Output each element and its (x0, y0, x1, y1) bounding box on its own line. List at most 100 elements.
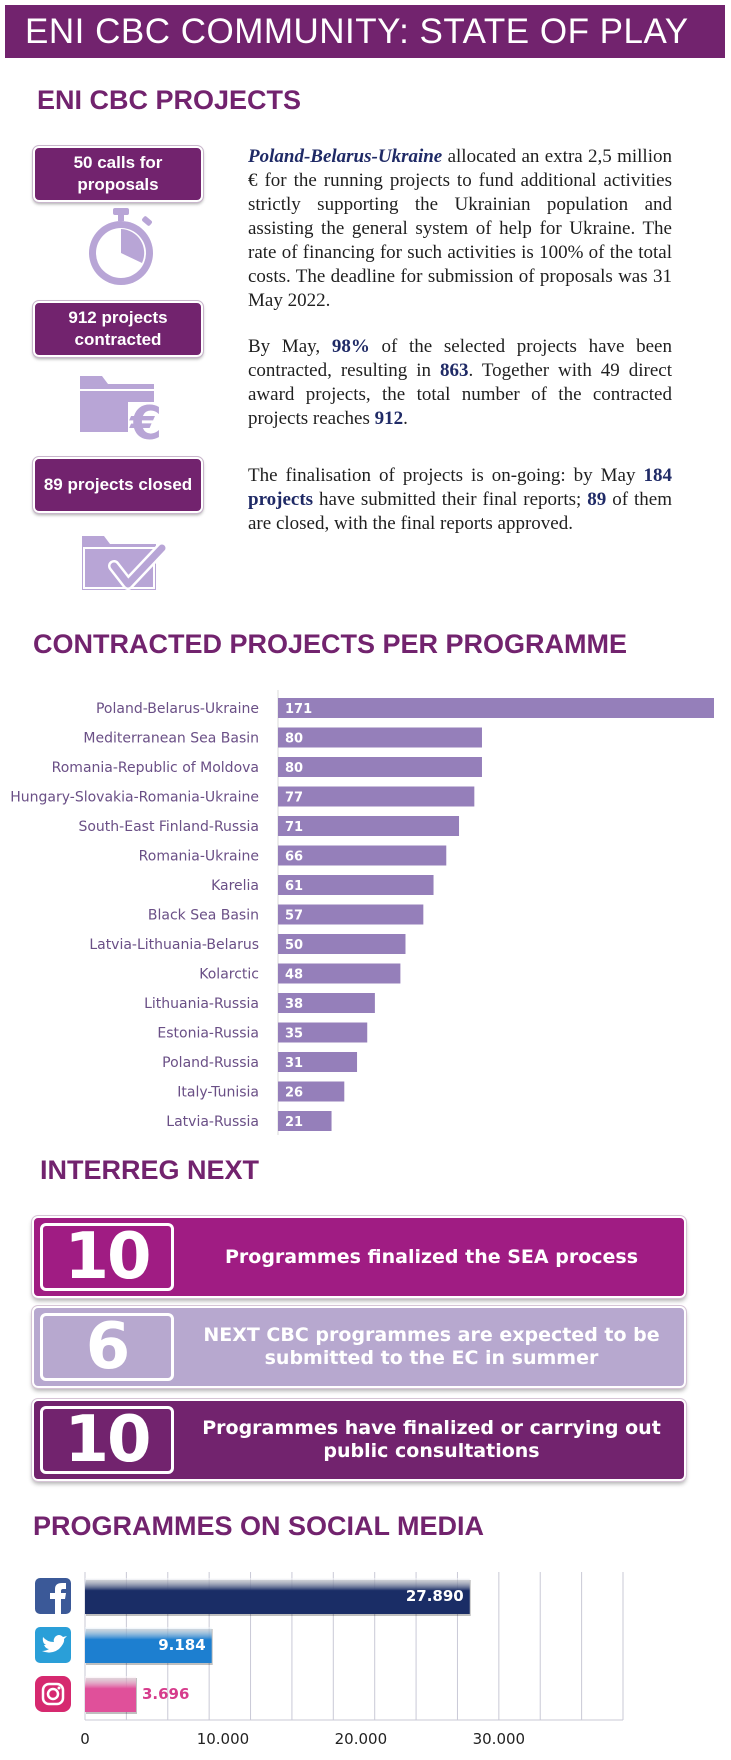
bar-value-label: 38 (285, 997, 303, 1012)
category-label: Estonia-Russia (157, 1026, 259, 1042)
category-label: Hungary-Slovakia-Romania-Ukraine (10, 790, 259, 806)
bar-value-label: 9.184 (158, 1636, 205, 1654)
paragraph-finalisation: The finalisation of projects is on-going… (248, 464, 672, 536)
contracted-percent: 98% (331, 336, 370, 357)
contracted-text-3: . Together with 49 direct award projects… (248, 360, 672, 429)
contracted-text-1: By May, (248, 336, 332, 357)
badge-closed-label: 89 projects closed (43, 475, 193, 494)
bar-value-label: 80 (285, 732, 303, 747)
header-title: ENI CBC COMMUNITY: STATE OF PLAY (25, 12, 689, 51)
bar-value-label: 77 (285, 791, 303, 806)
bar (278, 934, 406, 954)
bar-value-label: 80 (285, 761, 303, 776)
paragraph-pbu-allocation: Poland-Belarus-Ukraine allocated an extr… (248, 145, 672, 313)
bar (278, 845, 447, 866)
interreg-section-title: INTERREG NEXT (40, 1155, 260, 1185)
badge-closed: 89 projects closed (32, 456, 204, 514)
closed-count: 89 (587, 489, 607, 510)
bar-value-label: 27.890 (406, 1587, 464, 1605)
contracted-projects-chart: Poland-Belarus-Ukraine 171 Mediterranean S… (10, 690, 714, 1135)
x-tick-label: 30.000 (473, 1730, 526, 1748)
bar (278, 904, 424, 925)
bar-value-label: 48 (285, 968, 303, 983)
pbu-lead: Poland-Belarus-Ukraine (248, 146, 443, 167)
bar (278, 963, 401, 984)
bar (85, 1676, 136, 1712)
folder-check-icon (82, 536, 166, 590)
badge-contracted: 912 projects contracted (32, 300, 204, 358)
final-text-1: The finalisation of projects is on-going… (248, 465, 644, 486)
interreg-card-consultations: 10 Programmes have finalized or carrying… (31, 1398, 687, 1482)
category-label: Italy-Tunisia (177, 1085, 259, 1101)
card-text: Programmes have finalized or carrying ou… (202, 1417, 661, 1462)
bar (278, 698, 714, 718)
final-text-3: of them are closed, with the final repor… (248, 489, 673, 534)
x-tick-label: 0 (80, 1730, 90, 1748)
category-label: Kolarctic (199, 967, 259, 983)
card-number: 10 (40, 1406, 174, 1474)
x-tick-label: 20.000 (335, 1730, 388, 1748)
social-section-title: PROGRAMMES ON SOCIAL MEDIA (33, 1511, 485, 1541)
page-header: ENI CBC COMMUNITY: STATE OF PLAY (5, 5, 725, 58)
bar (278, 1111, 332, 1131)
bar (278, 816, 460, 836)
category-label: Romania-Republic of Moldova (52, 760, 259, 776)
bar-value-label: 61 (285, 879, 303, 894)
category-label: Poland-Russia (162, 1055, 259, 1071)
bar-value-label: 3.696 (142, 1685, 189, 1703)
bar-value-label: 31 (285, 1056, 303, 1071)
projects-section-title: ENI CBC PROJECTS (37, 85, 302, 115)
contracted-total: 912 (374, 408, 404, 429)
card-text: NEXT CBC programmes are expected to be s… (203, 1324, 660, 1369)
card-text: Programmes finalized the SEA process (224, 1245, 639, 1268)
contracted-count: 863 (440, 360, 469, 381)
category-label: Mediterranean Sea Basin (83, 731, 259, 747)
bar-value-label: 21 (285, 1115, 303, 1130)
instagram-icon (35, 1676, 71, 1712)
final-text-2: have submitted their final reports; (313, 489, 588, 510)
bar-value-label: 50 (285, 938, 303, 953)
interreg-card-submitted: 6 NEXT CBC programmes are expected to be… (31, 1305, 687, 1389)
bar (278, 1081, 345, 1102)
final-reports-count: 184 projects (248, 465, 672, 510)
contracted-text-4: . (403, 408, 408, 429)
card-number: 10 (40, 1223, 174, 1291)
badge-contracted-label: 912 projects contracted (68, 308, 168, 349)
facebook-icon (35, 1578, 71, 1614)
bar (278, 1052, 358, 1072)
bar (278, 786, 475, 807)
bar-value-label: 35 (285, 1027, 303, 1042)
bar (278, 875, 434, 895)
svg-text:€: € (129, 396, 162, 444)
twitter-icon (35, 1627, 71, 1663)
contracted-section-title: CONTRACTED PROJECTS PER PROGRAMME (33, 629, 628, 659)
bar-value-label: 71 (285, 820, 303, 835)
bar-value-label: 57 (285, 909, 303, 924)
category-label: South-East Finland-Russia (78, 819, 259, 835)
interreg-card-sea: 10 Programmes finalized the SEA process (31, 1215, 687, 1299)
social-media-chart: 27.890 9.184 3.696 0 10.000 20.000 30.000 (35, 1572, 624, 1748)
contracted-text-2: of the selected projects have been contr… (248, 336, 672, 381)
folder-euro-icon: € (80, 376, 164, 444)
bar (278, 727, 482, 748)
category-label: Latvia-Russia (166, 1114, 259, 1130)
bar (278, 757, 482, 777)
category-label: Romania-Ukraine (139, 849, 259, 865)
badge-calls-label: 50 calls for proposals (73, 153, 163, 194)
category-label: Lithuania-Russia (144, 996, 259, 1012)
x-tick-label: 10.000 (197, 1730, 250, 1748)
category-label: Black Sea Basin (148, 908, 259, 924)
category-label: Poland-Belarus-Ukraine (96, 701, 259, 717)
pbu-text: allocated an extra 2,5 million € for the… (248, 146, 672, 311)
bar (85, 1627, 212, 1663)
paragraph-contracted: By May, 98% of the selected projects hav… (248, 335, 672, 431)
bar (278, 993, 375, 1013)
stopwatch-icon (89, 208, 153, 285)
badge-calls: 50 calls for proposals (32, 145, 204, 203)
card-number: 6 (40, 1313, 174, 1381)
category-label: Karelia (211, 878, 259, 894)
bar (85, 1578, 470, 1614)
bar-value-label: 26 (285, 1086, 303, 1101)
category-label: Latvia-Lithuania-Belarus (89, 937, 259, 953)
bar-value-label: 171 (285, 702, 312, 717)
